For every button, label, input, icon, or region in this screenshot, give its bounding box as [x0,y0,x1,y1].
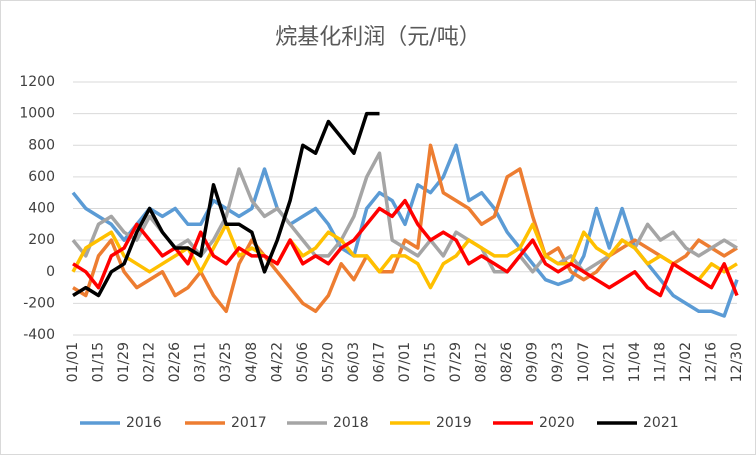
x-tick-label: 03/11 [193,342,209,382]
y-tick-label: -200 [23,295,55,311]
legend-label: 2017 [231,415,267,431]
x-tick-label: 09/23 [550,342,566,382]
y-tick-label: 400 [28,201,55,217]
series-line [72,143,738,314]
series-line [72,198,739,298]
y-tick-label: 600 [28,169,55,185]
legend-label: 2019 [436,415,472,431]
y-tick-label: 1000 [19,106,55,122]
x-tick-label: 05/20 [320,342,336,382]
y-tick-label: 0 [46,264,55,280]
y-tick-label: 200 [28,232,55,248]
x-tick-label: 08/26 [499,342,515,382]
chart-title: 烷基化利润（元/吨） [275,25,480,50]
series-line [72,111,380,298]
series-line [71,143,739,318]
x-tick-label: 08/12 [474,342,490,382]
x-tick-label: 01/15 [91,342,107,382]
x-tick-label: 12/30 [729,342,745,382]
x-tick-label: 04/22 [269,342,285,382]
x-tick-label: 01/01 [65,342,81,382]
x-tick-label: 07/29 [448,342,464,382]
x-tick-label: 01/29 [116,342,132,382]
x-tick-label: 06/03 [346,342,362,382]
x-tick-label: 12/16 [703,342,719,382]
x-tick-label: 02/26 [167,342,183,382]
x-tick-label: 09/09 [525,342,541,382]
x-tick-label: 10/21 [601,342,617,382]
x-tick-label: 04/08 [244,342,260,382]
x-tick-label: 05/06 [295,342,311,382]
x-tick-label: 03/25 [218,342,234,382]
x-tick-label: 07/15 [423,342,439,382]
y-tick-label: 1200 [19,74,55,90]
x-tick-label: 06/17 [371,342,387,382]
legend-label: 2021 [643,415,679,431]
x-tick-label: 07/01 [397,342,413,382]
x-tick-label: 11/18 [652,342,668,382]
x-tick-label: 02/12 [142,342,158,382]
y-tick-label: -400 [23,327,55,343]
x-tick-label: 10/07 [576,342,592,382]
x-tick-label: 12/02 [678,342,694,382]
legend-label: 2020 [539,415,575,431]
x-tick-label: 11/04 [627,342,643,382]
series-line [71,222,738,290]
legend-label: 2018 [333,415,369,431]
legend-label: 2016 [126,415,162,431]
y-tick-label: 800 [28,137,55,153]
